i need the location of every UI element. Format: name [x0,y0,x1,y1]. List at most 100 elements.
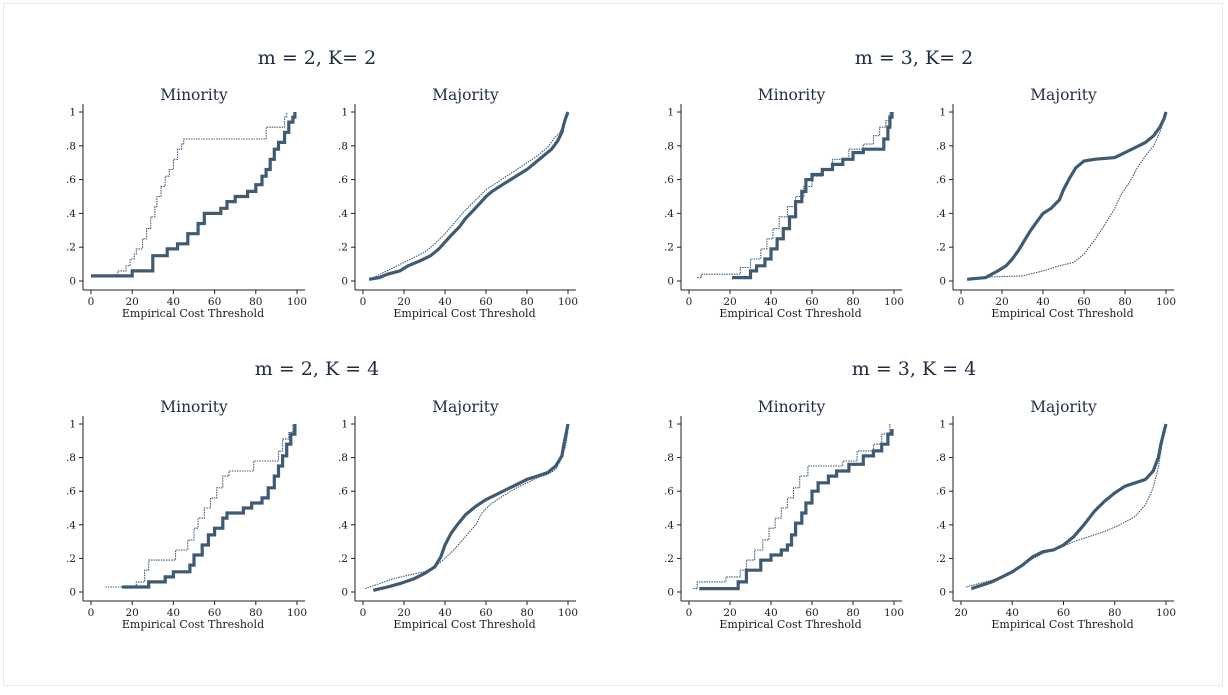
y-tick-label: .6 [936,174,946,186]
chart-panel-6: Minority 0 .2 .4 .6 .8 1 0 20 40 60 80 100 Empirical … [664,398,904,631]
x-tick-label: 40 [167,296,180,308]
y-tick-label: .6 [936,486,946,498]
y-tick-label: .8 [66,140,76,152]
x-tick-label: 80 [846,607,859,619]
y-tick-label: .6 [66,174,76,186]
y-tick-label: 0 [69,276,76,288]
y-tick-label: .2 [664,553,674,565]
chart-panel-5: Majority 0 .2 .4 .6 .8 1 0 20 40 60 80 100 Empirical … [338,398,578,631]
x-tick-label: 80 [249,296,262,308]
x-tick-label: 80 [249,607,262,619]
x-axis-title: Empirical Cost Threshold [991,307,1133,320]
x-tick-label: 100 [1156,607,1176,619]
y-tick-label: .4 [936,208,946,220]
x-tick-label: 100 [1156,296,1176,308]
x-tick-label: 80 [520,296,533,308]
x-tick-label: 60 [208,296,221,308]
x-tick-label: 100 [558,296,578,308]
y-tick-label: .4 [338,519,348,531]
x-tick-label: 80 [520,607,533,619]
series-line-thin [697,112,891,279]
y-tick-label: .4 [66,208,76,220]
y-tick-label: .6 [664,486,674,498]
y-tick-label: 0 [667,276,674,288]
x-axis-title: Empirical Cost Threshold [122,307,264,320]
series-line-thick [732,112,894,280]
x-tick-label: 40 [438,296,451,308]
y-tick-label: .8 [664,452,674,464]
group-title-m2-k2: m = 2, K= 2 [258,47,376,69]
panel-title: Majority [1030,398,1097,416]
x-tick-label: 80 [1118,296,1131,308]
series-line-thick [121,424,297,589]
x-tick-label: 0 [958,296,965,308]
y-tick-label: .2 [66,242,76,254]
x-tick-label: 100 [884,607,904,619]
x-tick-label: 100 [884,296,904,308]
panel-title: Minority [758,398,826,416]
x-tick-label: 60 [208,607,221,619]
x-tick-label: 40 [764,607,777,619]
panel-title: Minority [160,398,228,416]
x-tick-label: 60 [1057,607,1070,619]
y-tick-label: 1 [667,419,674,431]
y-tick-label: .6 [338,486,348,498]
x-tick-label: 20 [397,296,410,308]
x-tick-label: 20 [995,296,1008,308]
x-tick-label: 0 [360,607,367,619]
panel-title: Majority [432,86,499,104]
series-line-thin [693,424,891,590]
y-tick-label: 1 [341,107,348,119]
chart-panel-2: Minority 0 .2 .4 .6 .8 1 0 20 40 60 80 100 Empirical … [664,86,904,320]
x-tick-label: 60 [479,607,492,619]
y-tick-label: .6 [66,486,76,498]
y-tick-label: 0 [341,587,348,599]
x-tick-label: 100 [558,607,578,619]
chart-panel-1: Majority 0 .2 .4 .6 .8 1 0 20 40 60 80 100 Empirical … [338,86,578,320]
chart-panel-0: Minority 0 .2 .4 .6 .8 1 0 20 40 60 80 100 Empirical … [66,86,307,320]
group-title-m3-k2: m = 3, K= 2 [855,47,973,69]
x-axis-title: Empirical Cost Threshold [393,307,535,320]
x-tick-label: 40 [764,296,777,308]
y-tick-label: .8 [664,140,674,152]
y-tick-label: .8 [936,452,946,464]
x-tick-label: 60 [805,607,818,619]
y-tick-label: 1 [667,107,674,119]
chart-panel-3: Majority 0 .2 .4 .6 .8 1 0 20 40 60 80 100 Empirical … [936,86,1176,320]
y-tick-label: .2 [664,242,674,254]
series-line-thick [699,429,894,591]
x-tick-label: 20 [126,296,139,308]
y-tick-label: .2 [338,553,348,565]
y-tick-label: 0 [341,276,348,288]
x-tick-label: 40 [1036,296,1049,308]
x-tick-label: 0 [360,296,367,308]
y-tick-label: .8 [338,140,348,152]
x-tick-label: 20 [397,607,410,619]
y-tick-label: 1 [939,107,946,119]
x-tick-label: 20 [954,607,967,619]
y-tick-label: .8 [66,452,76,464]
y-tick-label: .2 [66,553,76,565]
series-line-thick [970,423,1168,591]
x-tick-label: 100 [287,296,307,308]
series-line-thick [368,111,570,281]
y-tick-label: .4 [664,208,674,220]
x-axis-title: Empirical Cost Threshold [122,618,264,631]
x-tick-label: 0 [88,607,95,619]
x-tick-label: 0 [686,607,693,619]
group-title-m2-k4: m = 2, K = 4 [255,358,379,380]
chart-panel-7: Majority 0 .2 .4 .6 .8 1 20 40 60 80 100 Empirical C… [936,398,1176,631]
panel-title: Minority [160,86,228,104]
series-line-thick [966,111,1168,281]
x-tick-label: 40 [1006,607,1019,619]
series-line-thin [364,430,569,590]
y-tick-label: 0 [69,587,76,599]
y-tick-label: .8 [338,452,348,464]
y-tick-label: .2 [936,553,946,565]
y-tick-label: 1 [341,419,348,431]
y-tick-label: .4 [338,208,348,220]
series-line-thin [105,424,294,588]
chart-panel-4: Minority 0 .2 .4 .6 .8 1 0 20 40 60 80 100 Empirical … [66,398,307,631]
